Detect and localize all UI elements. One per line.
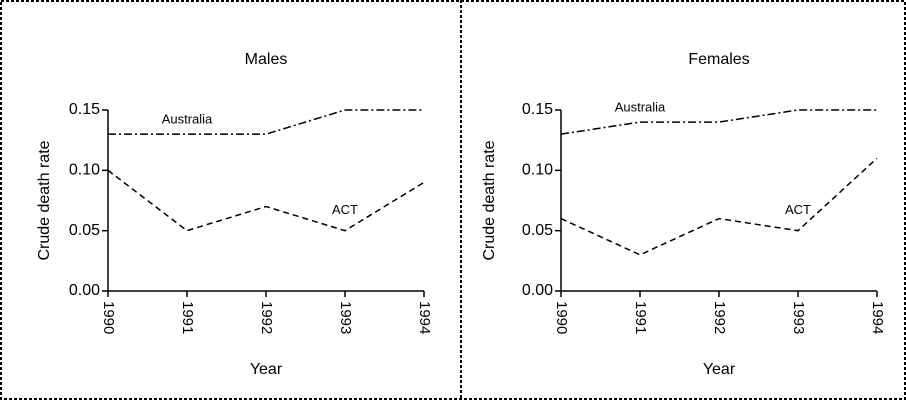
x-tick-label: 1993 — [337, 301, 354, 334]
y-tick-label: 0.10 — [69, 162, 100, 179]
line-series — [560, 157, 878, 256]
y-axis-label: Crude death rate — [481, 140, 498, 260]
series-label: ACT — [332, 202, 358, 217]
y-tick-label: 0.05 — [522, 222, 553, 239]
x-axis-label: Year — [250, 361, 283, 378]
line-series — [560, 109, 877, 135]
x-tick-label: 1990 — [553, 301, 570, 334]
x-tick-label: 1991 — [179, 301, 196, 334]
x-tick-label: 1993 — [790, 301, 807, 334]
y-tick-label: 0.15 — [69, 101, 100, 118]
y-tick-label: 0.15 — [522, 101, 553, 118]
x-tick-label: 1994 — [416, 301, 433, 334]
x-tick-label: 1992 — [711, 301, 728, 334]
line-series — [107, 169, 425, 232]
chart-title: Males — [245, 51, 288, 68]
x-tick-label: 1994 — [869, 301, 886, 334]
series-label: Australia — [615, 100, 666, 115]
line-series — [108, 109, 424, 135]
x-tick-label: 1992 — [258, 301, 275, 334]
chart-title: Females — [688, 51, 749, 68]
series-label: ACT — [785, 202, 811, 217]
y-tick-label: 0.00 — [69, 282, 100, 299]
y-tick-label: 0.10 — [522, 162, 553, 179]
y-axis-label: Crude death rate — [36, 140, 53, 260]
x-tick-label: 1991 — [632, 301, 649, 334]
y-tick-label: 0.05 — [69, 222, 100, 239]
y-tick-label: 0.00 — [522, 282, 553, 299]
x-axis-label: Year — [703, 361, 736, 378]
x-tick-label: 1990 — [100, 301, 117, 334]
series-label: Australia — [162, 112, 213, 127]
